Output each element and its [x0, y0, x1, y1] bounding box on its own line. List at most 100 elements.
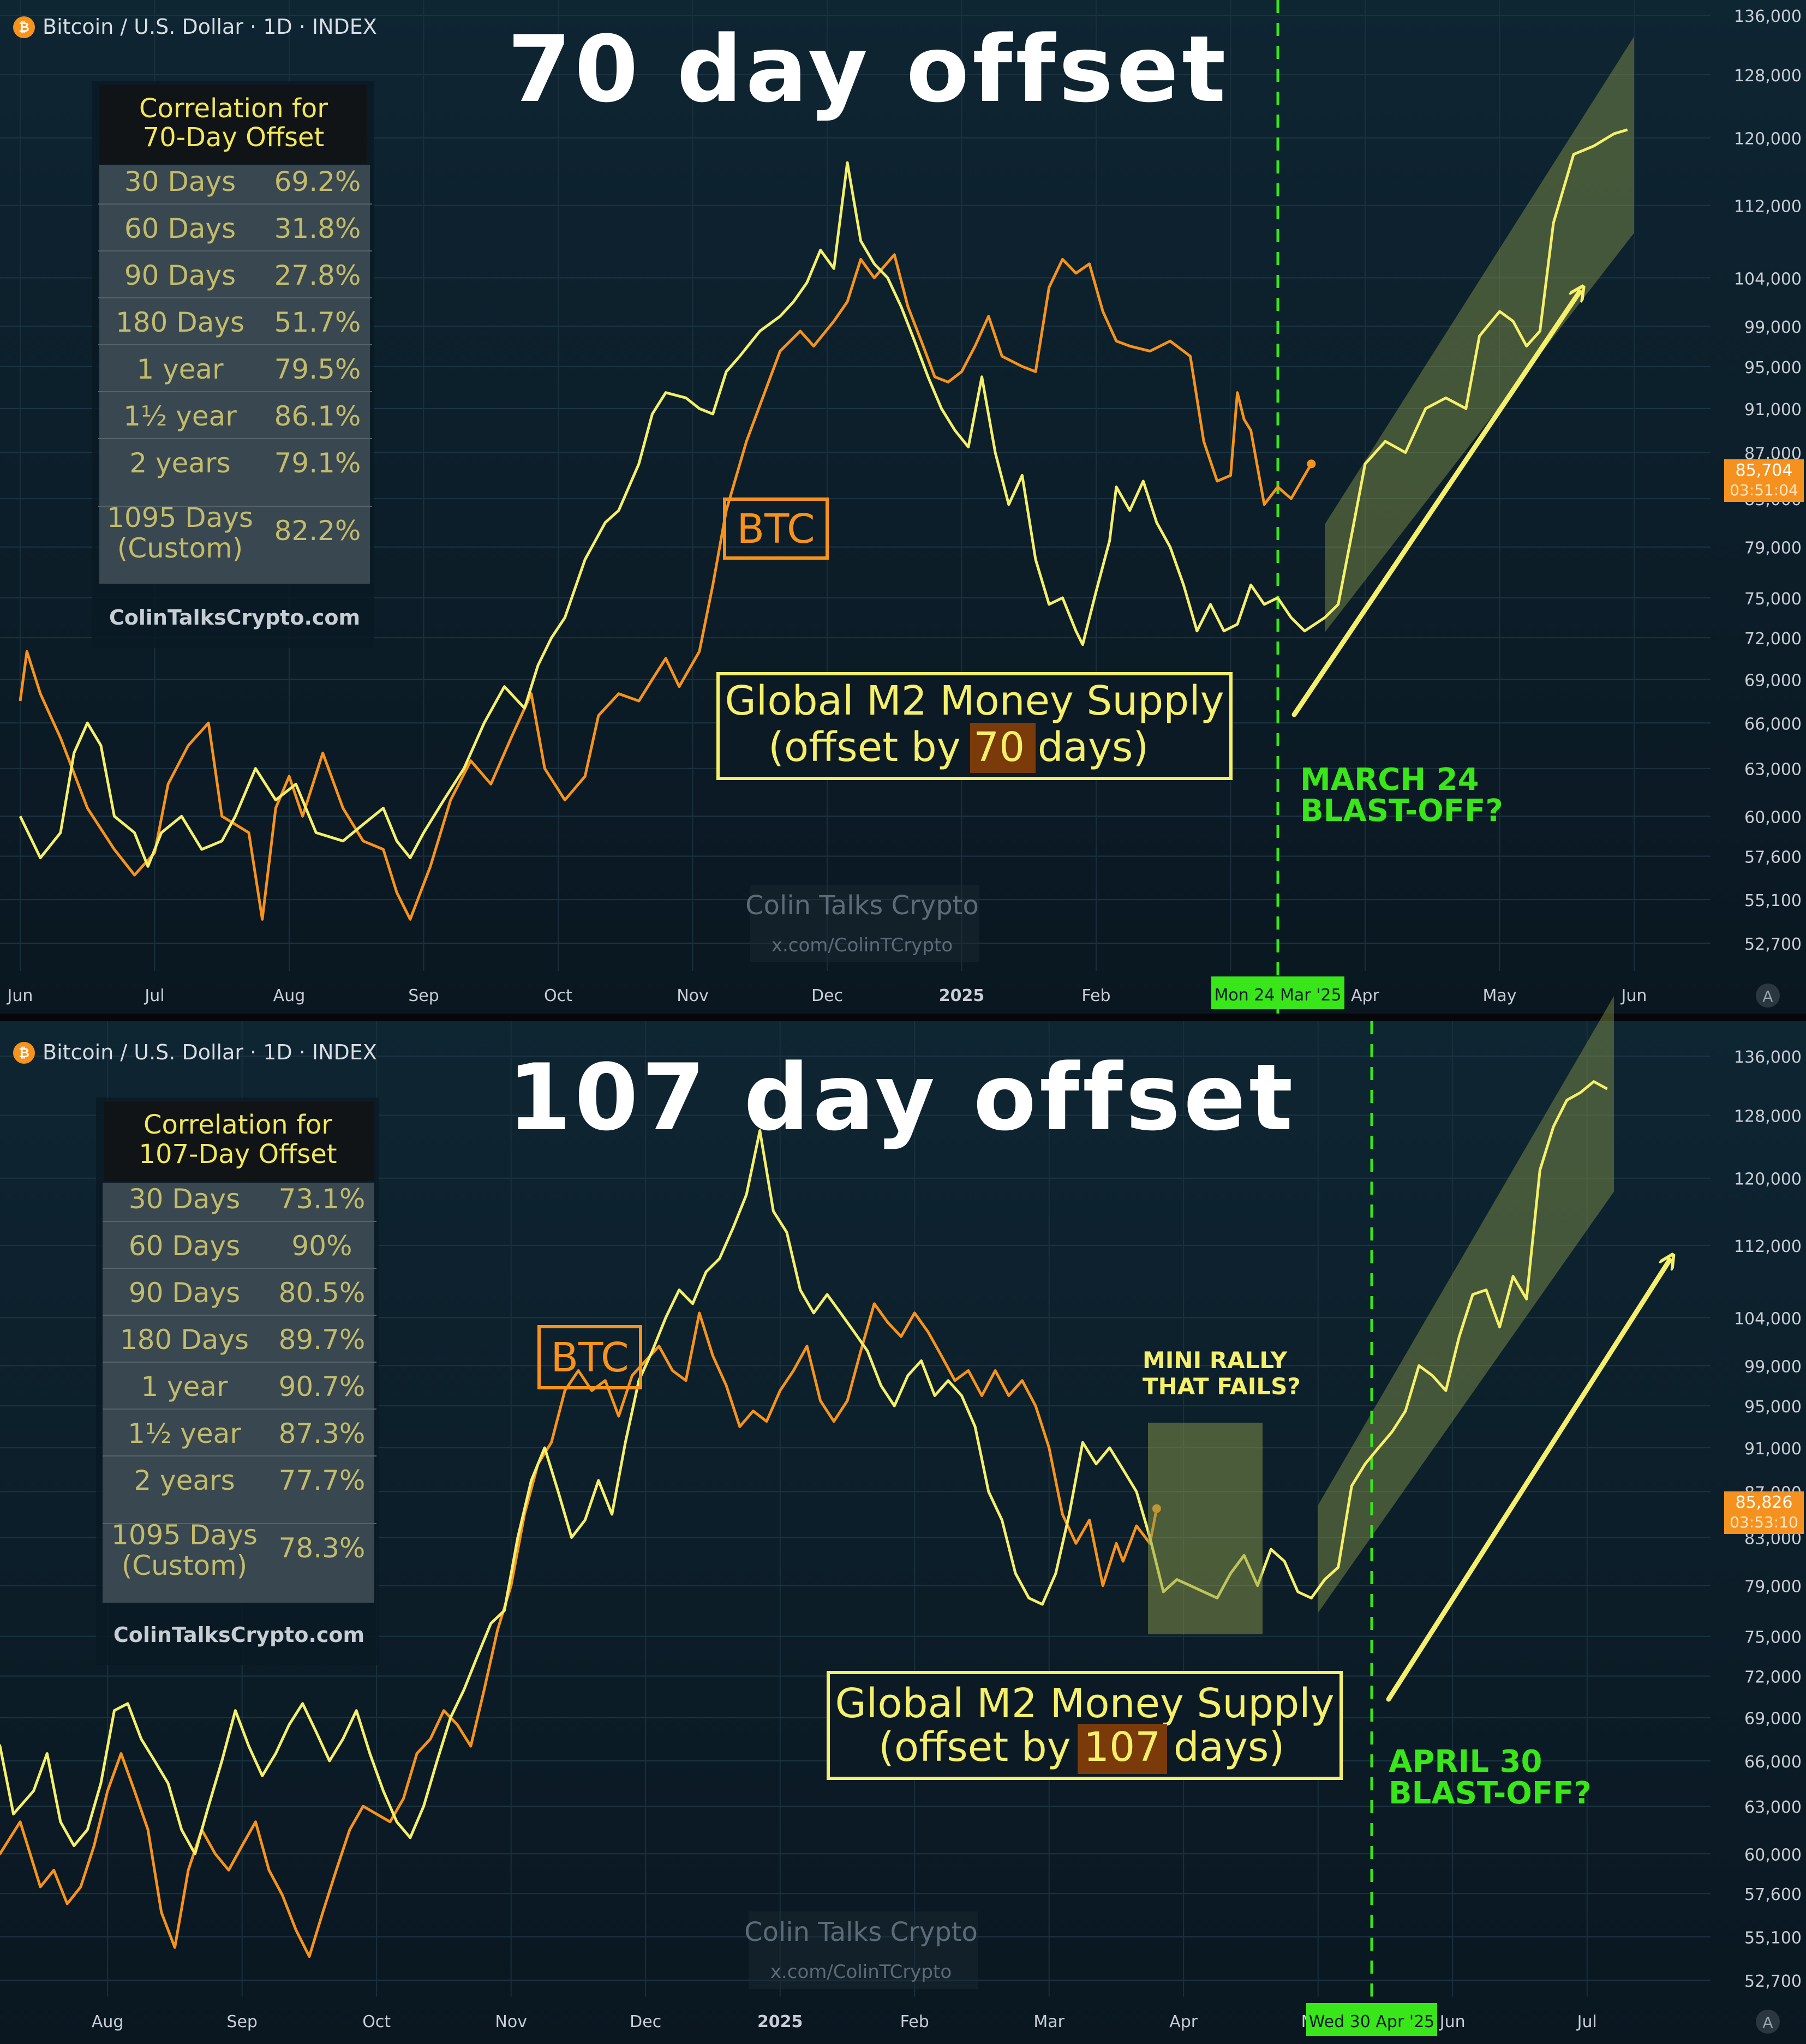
x-tick-label: Jun [7, 986, 33, 1005]
btc-label-box [537, 1325, 642, 1389]
y-tick-label: 79,000 [1744, 1578, 1802, 1597]
auto-scale-icon: A [1762, 2013, 1773, 2031]
auto-scale-bg [1756, 2010, 1780, 2034]
m2-label-line2: (offset by 70 days) [768, 724, 1149, 771]
btc-label-box [723, 497, 829, 560]
table-row-period: 1 year [141, 1371, 228, 1402]
y-tick-label: 75,000 [1744, 1628, 1802, 1647]
y-tick-label: 91,000 [1744, 400, 1802, 419]
price-tag-time: 03:53:10 [1730, 1513, 1798, 1531]
x-tick-label: Oct [362, 2012, 391, 2031]
date-tag-text: Wed 30 Apr '25 [1309, 2012, 1435, 2031]
table-row-period: 90 Days [124, 260, 236, 291]
y-tick-label: 63,000 [1744, 1798, 1802, 1817]
y-tick-label: 99,000 [1744, 318, 1802, 337]
y-tick-label: 75,000 [1744, 590, 1802, 609]
current-price-tag: 85,704 03:51:04 [1724, 459, 1804, 502]
event-label-line1: APRIL 30 [1389, 1744, 1542, 1779]
price-tag-time: 03:51:04 [1730, 481, 1798, 499]
event-label-line2: BLAST-OFF? [1300, 793, 1503, 829]
table-row-value: 31.8% [274, 213, 361, 244]
series-layer [0, 996, 1670, 1997]
symbol-label: Bitcoin / U.S. Dollar · 1D · INDEX [43, 15, 377, 39]
y-tick-label: 99,000 [1744, 1357, 1802, 1376]
table-row-period: 180 Days [120, 1324, 249, 1356]
y-tick-label: 60,000 [1744, 808, 1802, 827]
btc-series-line [19, 253, 1313, 921]
table-row-period: 1095 Days [111, 1519, 258, 1551]
m2-label-line1: Global M2 Money Supply [725, 678, 1224, 724]
auto-scale-button[interactable]: A [1756, 984, 1780, 1008]
panel-70-day: ₿ Bitcoin / U.S. Dollar · 1D · INDEX 70 … [0, 0, 1806, 1015]
bitcoin-icon-glyph: ₿ [19, 1045, 29, 1060]
x-tick-label: Aug [273, 986, 306, 1005]
table-title-line2: 107-Day Offset [139, 1139, 337, 1170]
y-tick-label: 72,000 [1744, 1668, 1802, 1687]
table-row-period: 2 years [134, 1465, 235, 1496]
table-title-line1: Correlation for [139, 93, 328, 124]
panel-107-day: ₿ Bitcoin / U.S. Dollar · 1D · INDEX 107… [0, 996, 1806, 2044]
y-tick-label: 69,000 [1744, 1710, 1802, 1729]
table-row-value: 51.7% [274, 307, 361, 338]
y-tick-label: 52,700 [1744, 935, 1802, 954]
event-label-line1: MARCH 24 [1300, 762, 1479, 798]
time-axis[interactable]: AugSepOctNovDec2025FebMarAprMayJunJul [92, 2012, 1597, 2031]
x-tick-label: Feb [1081, 986, 1110, 1005]
x-tick-label: 2025 [939, 986, 985, 1005]
table-row-value: 89.7% [279, 1324, 366, 1356]
y-tick-label: 69,000 [1744, 672, 1802, 691]
time-axis[interactable]: JunJulAugSepOctNovDec2025FebMarAprMayJun [7, 986, 1647, 1005]
table-row-value: 78.3% [279, 1532, 366, 1564]
y-tick-label: 120,000 [1734, 130, 1802, 149]
table-row-value: 69.2% [274, 166, 361, 197]
symbol-header[interactable]: ₿ Bitcoin / U.S. Dollar · 1D · INDEX [13, 15, 377, 39]
date-tag-bg [1306, 2003, 1437, 2036]
table-title-line1: Correlation for [143, 1110, 332, 1140]
x-tick-label: Nov [677, 986, 709, 1005]
y-tick-label: 112,000 [1734, 197, 1802, 216]
watermark-line2: x.com/ColinTCrypto [770, 1961, 952, 1983]
table-row-value: 86.1% [274, 400, 361, 432]
y-tick-label: 136,000 [1734, 7, 1802, 26]
event-label-line2: BLAST-OFF? [1389, 1776, 1592, 1811]
y-tick-label: 60,000 [1744, 1845, 1802, 1865]
y-tick-label: 79,000 [1744, 539, 1802, 558]
bitcoin-icon-glyph: ₿ [19, 20, 29, 35]
auto-scale-button[interactable]: A [1756, 2010, 1780, 2034]
current-price-tag: 85,826 03:53:10 [1724, 1491, 1804, 1534]
price-tag-bg [1724, 1491, 1804, 1534]
y-tick-label: 52,700 [1744, 1972, 1802, 1991]
btc-series-line [0, 1302, 1158, 1958]
auto-scale-icon: A [1762, 987, 1773, 1005]
table-row-value: 82.2% [274, 515, 361, 547]
x-tick-label: Dec [630, 2012, 661, 2031]
event-date-tag: Wed 30 Apr '25 [1306, 2003, 1437, 2036]
btc-label: BTC [723, 497, 829, 560]
table-row-value: 79.5% [274, 353, 361, 385]
table-header-bg [104, 1102, 374, 1181]
y-tick-label: 104,000 [1734, 269, 1802, 289]
date-tag-text: Mon 24 Mar '25 [1214, 986, 1341, 1005]
watermark-line1: Colin Talks Crypto [745, 890, 979, 921]
projection-channel [1318, 996, 1614, 1613]
y-tick-label: 95,000 [1744, 358, 1802, 377]
trend-arrow [1386, 1260, 1670, 1702]
x-tick-label: Jul [143, 986, 164, 1005]
symbol-header[interactable]: ₿ Bitcoin / U.S. Dollar · 1D · INDEX [13, 1040, 377, 1064]
table-title-line2: 70-Day Offset [143, 122, 325, 153]
x-tick-label: Sep [408, 986, 439, 1005]
mini-rally-box [1148, 1423, 1263, 1634]
table-row-period: 180 Days [116, 307, 244, 338]
table-row-period: 30 Days [124, 166, 236, 197]
auto-scale-bg [1756, 984, 1780, 1008]
x-tick-label: Apr [1169, 2012, 1198, 2031]
x-tick-label: Aug [92, 2012, 124, 2031]
y-tick-label: 128,000 [1734, 1107, 1802, 1126]
x-tick-label: Nov [495, 2012, 527, 2031]
y-tick-label: 91,000 [1744, 1440, 1802, 1459]
table-row-period: 30 Days [129, 1183, 240, 1215]
x-tick-label: May [1482, 986, 1516, 1005]
price-tag-bg [1724, 459, 1804, 502]
